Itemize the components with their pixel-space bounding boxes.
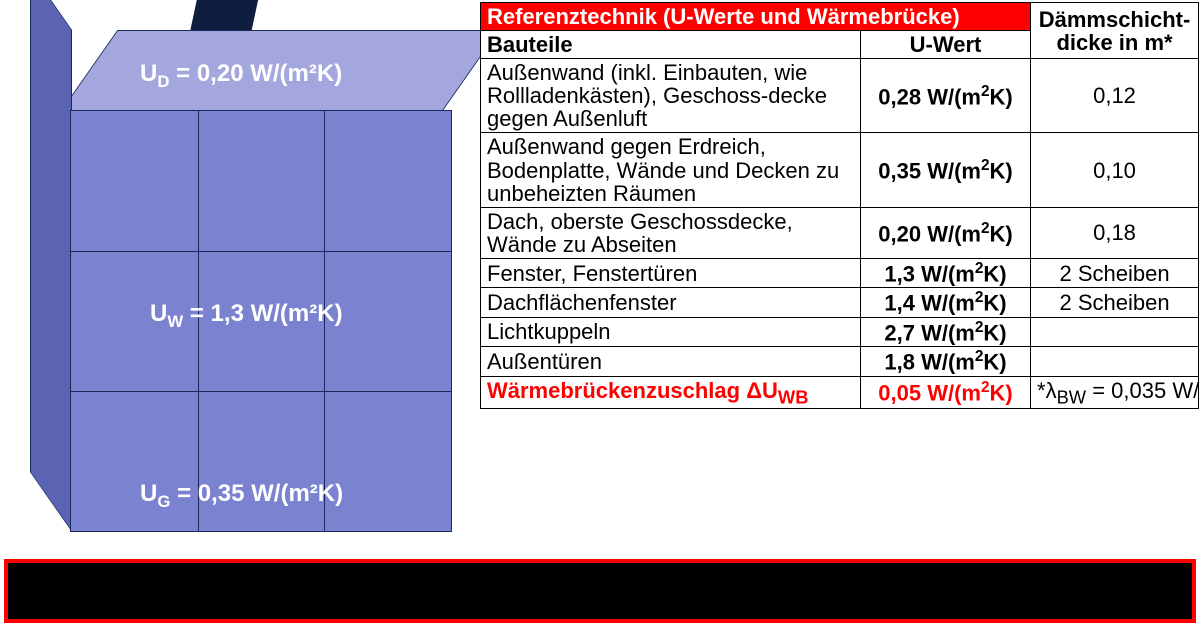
- reference-cube: UD = 0,20 W/(m²K) UW = 1,3 W/(m²K) UG = …: [10, 0, 480, 570]
- cube-label-floor: UG = 0,35 W/(m²K): [140, 480, 343, 512]
- cell-uwert: 0,28 W/(m2K): [861, 59, 1031, 133]
- cell-uwert: 2,7 W/(m2K): [861, 317, 1031, 346]
- header-bauteile: Bauteile: [481, 31, 861, 59]
- cell-uwert: 0,20 W/(m2K): [861, 207, 1031, 258]
- reference-technique-table: Referenztechnik (U-Werte und Wärmebrücke…: [480, 2, 1199, 409]
- table-row: Lichtkuppeln 2,7 W/(m2K): [481, 317, 1199, 346]
- table-row: Außentüren 1,8 W/(m2K): [481, 347, 1199, 376]
- footer-bar: [4, 559, 1196, 623]
- table-row-waermebruecke: Wärmebrückenzuschlag ΔUWB 0,05 W/(m2K) *…: [481, 376, 1199, 409]
- header-daemmschichtdicke: Dämmschicht-dicke in m*: [1031, 3, 1199, 59]
- cube-label-roof: UD = 0,20 W/(m²K): [140, 60, 342, 92]
- cube-side-face: [30, 0, 72, 532]
- cell-dicke: 0,10: [1031, 133, 1199, 207]
- table-row: Dachflächenfenster 1,4 W/(m2K) 2 Scheibe…: [481, 288, 1199, 317]
- cell-bauteil: Dachflächenfenster: [481, 288, 861, 317]
- cell-uwert: 1,4 W/(m2K): [861, 288, 1031, 317]
- cell-lambda-note: *λBW = 0,035 W/(m K): [1031, 376, 1199, 409]
- page-root: UD = 0,20 W/(m²K) UW = 1,3 W/(m²K) UG = …: [0, 0, 1200, 629]
- cell-bauteil: Außentüren: [481, 347, 861, 376]
- table-row: Außenwand (inkl. Einbauten, wie Rolllade…: [481, 59, 1199, 133]
- table-header-row-1: Referenztechnik (U-Werte und Wärmebrücke…: [481, 3, 1199, 31]
- table-row: Fenster, Fenstertüren 1,3 W/(m2K) 2 Sche…: [481, 258, 1199, 287]
- table-row: Außenwand gegen Erdreich, Bodenplatte, W…: [481, 133, 1199, 207]
- cell-bauteil: Fenster, Fenstertüren: [481, 258, 861, 287]
- cell-waermebruecke-uwert: 0,05 W/(m2K): [861, 376, 1031, 409]
- cell-dicke: 0,18: [1031, 207, 1199, 258]
- cell-dicke: [1031, 317, 1199, 346]
- cell-uwert: 1,8 W/(m2K): [861, 347, 1031, 376]
- cell-dicke: 2 Scheiben: [1031, 288, 1199, 317]
- cube-label-wall: UW = 1,3 W/(m²K): [150, 300, 343, 332]
- header-referenztechnik: Referenztechnik (U-Werte und Wärmebrücke…: [481, 3, 1031, 31]
- cell-dicke: 2 Scheiben: [1031, 258, 1199, 287]
- cell-dicke: 0,12: [1031, 59, 1199, 133]
- cell-uwert: 0,35 W/(m2K): [861, 133, 1031, 207]
- cell-dicke: [1031, 347, 1199, 376]
- cell-uwert: 1,3 W/(m2K): [861, 258, 1031, 287]
- table-row: Dach, oberste Geschossdecke, Wände zu Ab…: [481, 207, 1199, 258]
- cell-bauteil: Lichtkuppeln: [481, 317, 861, 346]
- cell-bauteil: Außenwand gegen Erdreich, Bodenplatte, W…: [481, 133, 861, 207]
- header-uwert: U-Wert: [861, 31, 1031, 59]
- cell-waermebruecke-label: Wärmebrückenzuschlag ΔUWB: [481, 376, 861, 409]
- cell-bauteil: Außenwand (inkl. Einbauten, wie Rolllade…: [481, 59, 861, 133]
- cell-bauteil: Dach, oberste Geschossdecke, Wände zu Ab…: [481, 207, 861, 258]
